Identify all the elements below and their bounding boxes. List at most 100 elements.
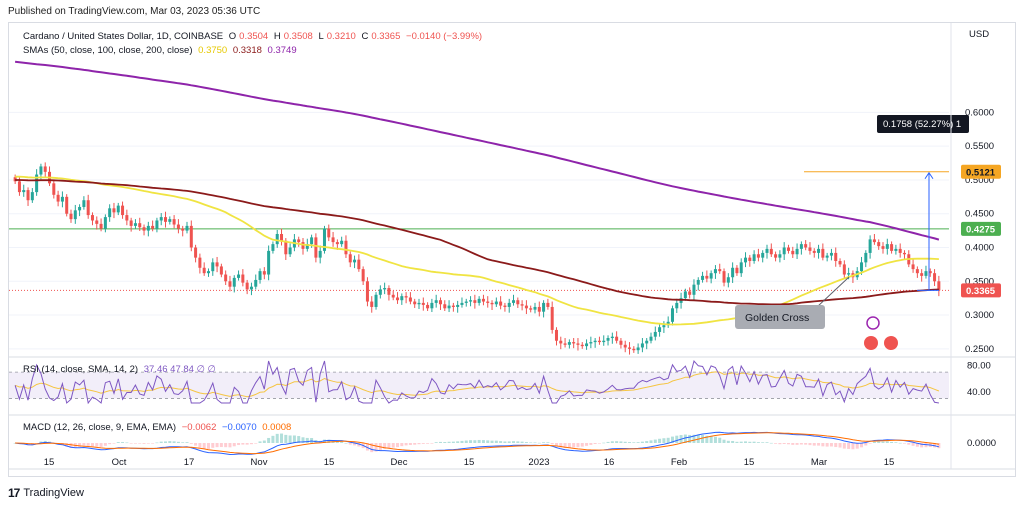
candle-body xyxy=(284,240,288,255)
macd-histogram-bar xyxy=(353,443,357,446)
target-price-badge-box xyxy=(961,164,1001,179)
candle-body xyxy=(842,264,846,275)
macd-histogram-bar xyxy=(632,442,636,443)
candle-body xyxy=(606,338,610,341)
candle-body xyxy=(112,208,116,213)
price-tick-label: 0.3000 xyxy=(965,310,994,321)
macd-histogram-bar xyxy=(769,442,773,444)
candle-body xyxy=(546,302,550,307)
candle-body xyxy=(623,344,627,348)
macd-histogram-bar xyxy=(451,441,455,443)
candle-body xyxy=(95,220,99,224)
symbol-title: Cardano / United States Dollar, 1D, COIN… xyxy=(23,31,224,42)
candle-body xyxy=(653,331,657,337)
sma100-line xyxy=(15,179,939,306)
current-price-badge-box xyxy=(961,283,1001,298)
candle-body xyxy=(17,181,21,193)
candle-body xyxy=(232,277,236,287)
candle-body xyxy=(288,247,292,255)
candle-body xyxy=(52,183,56,195)
candle-body xyxy=(138,223,142,228)
macd-histogram-bar xyxy=(469,440,473,443)
candle-body xyxy=(159,217,163,221)
candle-body xyxy=(447,305,451,309)
candle-body xyxy=(151,225,155,229)
macd-histogram-bar xyxy=(168,441,172,443)
macd-histogram-bar xyxy=(649,440,653,443)
candle-body xyxy=(456,304,460,307)
macd-histogram-bar xyxy=(885,441,889,443)
macd-histogram-bar xyxy=(254,443,258,444)
macd-histogram-bar xyxy=(864,443,868,446)
candle-body xyxy=(271,244,275,251)
candle-body xyxy=(275,233,279,245)
candle-body xyxy=(516,300,520,305)
macd-histogram-bar xyxy=(499,441,503,443)
candle-body xyxy=(245,282,249,290)
candle-body xyxy=(374,294,378,307)
candle-body xyxy=(486,301,490,303)
candle-body xyxy=(310,237,314,245)
rsi-pane: 80.00 40.00 xyxy=(9,356,1015,405)
target-price-badge: 0.5121 xyxy=(966,167,996,178)
macd-histogram-bar xyxy=(748,441,752,443)
candle-body xyxy=(168,219,172,222)
macd-histogram-bar xyxy=(572,443,576,448)
macd-histogram-bar xyxy=(374,443,378,452)
chart-frame[interactable]: 0.1758 (52.27%) 1 Golden Cross 0.2500 0.30… xyxy=(8,22,1016,477)
macd-histogram-bar xyxy=(623,441,627,443)
candle-body xyxy=(499,301,503,306)
macd-histogram-bar xyxy=(713,436,717,443)
macd-histogram-bar xyxy=(585,443,589,446)
macd-signal-line xyxy=(15,432,939,455)
price-tick-label: 0.4000 xyxy=(965,243,994,254)
macd-signal-value: 0.0008 xyxy=(262,422,292,433)
sma-legend: SMAs (50, close, 100, close, 200, close)… xyxy=(23,45,300,56)
macd-histogram-bar xyxy=(877,441,881,443)
candle-body xyxy=(786,247,790,251)
candle-body xyxy=(39,166,43,175)
macd-histogram-bar xyxy=(705,435,709,443)
macd-histogram-bar xyxy=(898,442,902,444)
currency-label: USD xyxy=(969,29,989,40)
macd-histogram-bar xyxy=(262,440,266,443)
candle-body xyxy=(206,271,210,274)
macd-histogram-bar xyxy=(365,443,369,451)
sma-title: SMAs (50, close, 100, close, 200, close) xyxy=(23,45,193,56)
candle-body xyxy=(267,250,271,275)
macd-histogram-bar xyxy=(335,441,339,443)
candle-body xyxy=(550,306,554,330)
macd-histogram-bar xyxy=(417,443,421,445)
candle-body xyxy=(640,343,644,348)
time-tick-label: Dec xyxy=(391,457,408,468)
candle-body xyxy=(194,247,198,258)
candle-body xyxy=(460,302,464,305)
sma-lines xyxy=(14,60,940,326)
candle-body xyxy=(726,277,730,283)
macd-histogram-bar xyxy=(86,443,90,446)
macd-histogram-bar xyxy=(825,443,829,447)
price-tick-label: 0.4500 xyxy=(965,209,994,220)
macd-histogram-bar xyxy=(176,441,180,443)
macd-histogram-bar xyxy=(172,441,176,443)
macd-histogram-bar xyxy=(576,443,580,448)
macd-histogram-bar xyxy=(297,436,301,443)
macd-histogram-bar xyxy=(129,443,133,444)
candle-body xyxy=(348,254,352,263)
candle-body xyxy=(585,343,589,347)
macd-histogram-bar xyxy=(327,439,331,443)
macd-histogram-bar xyxy=(610,441,614,443)
candle-body xyxy=(297,239,301,243)
time-axis: 15 Oct 17 Nov 15 Dec 15 2023 16 Feb 15 Mar 15 xyxy=(9,23,1015,470)
candle-body xyxy=(280,233,284,241)
macd-histogram-bar xyxy=(868,443,872,444)
golden-cross-callout xyxy=(735,305,825,329)
macd-histogram-bar xyxy=(524,442,528,443)
price-chart[interactable]: 0.1758 (52.27%) 1 Golden Cross 0.2500 0.30… xyxy=(9,23,1015,476)
macd-histogram-bar xyxy=(795,443,799,445)
macd-histogram-bar xyxy=(473,440,477,443)
macd-histogram-bar xyxy=(391,443,395,448)
candle-body xyxy=(683,291,687,299)
candle-body xyxy=(116,205,120,213)
candle-body xyxy=(404,296,408,298)
